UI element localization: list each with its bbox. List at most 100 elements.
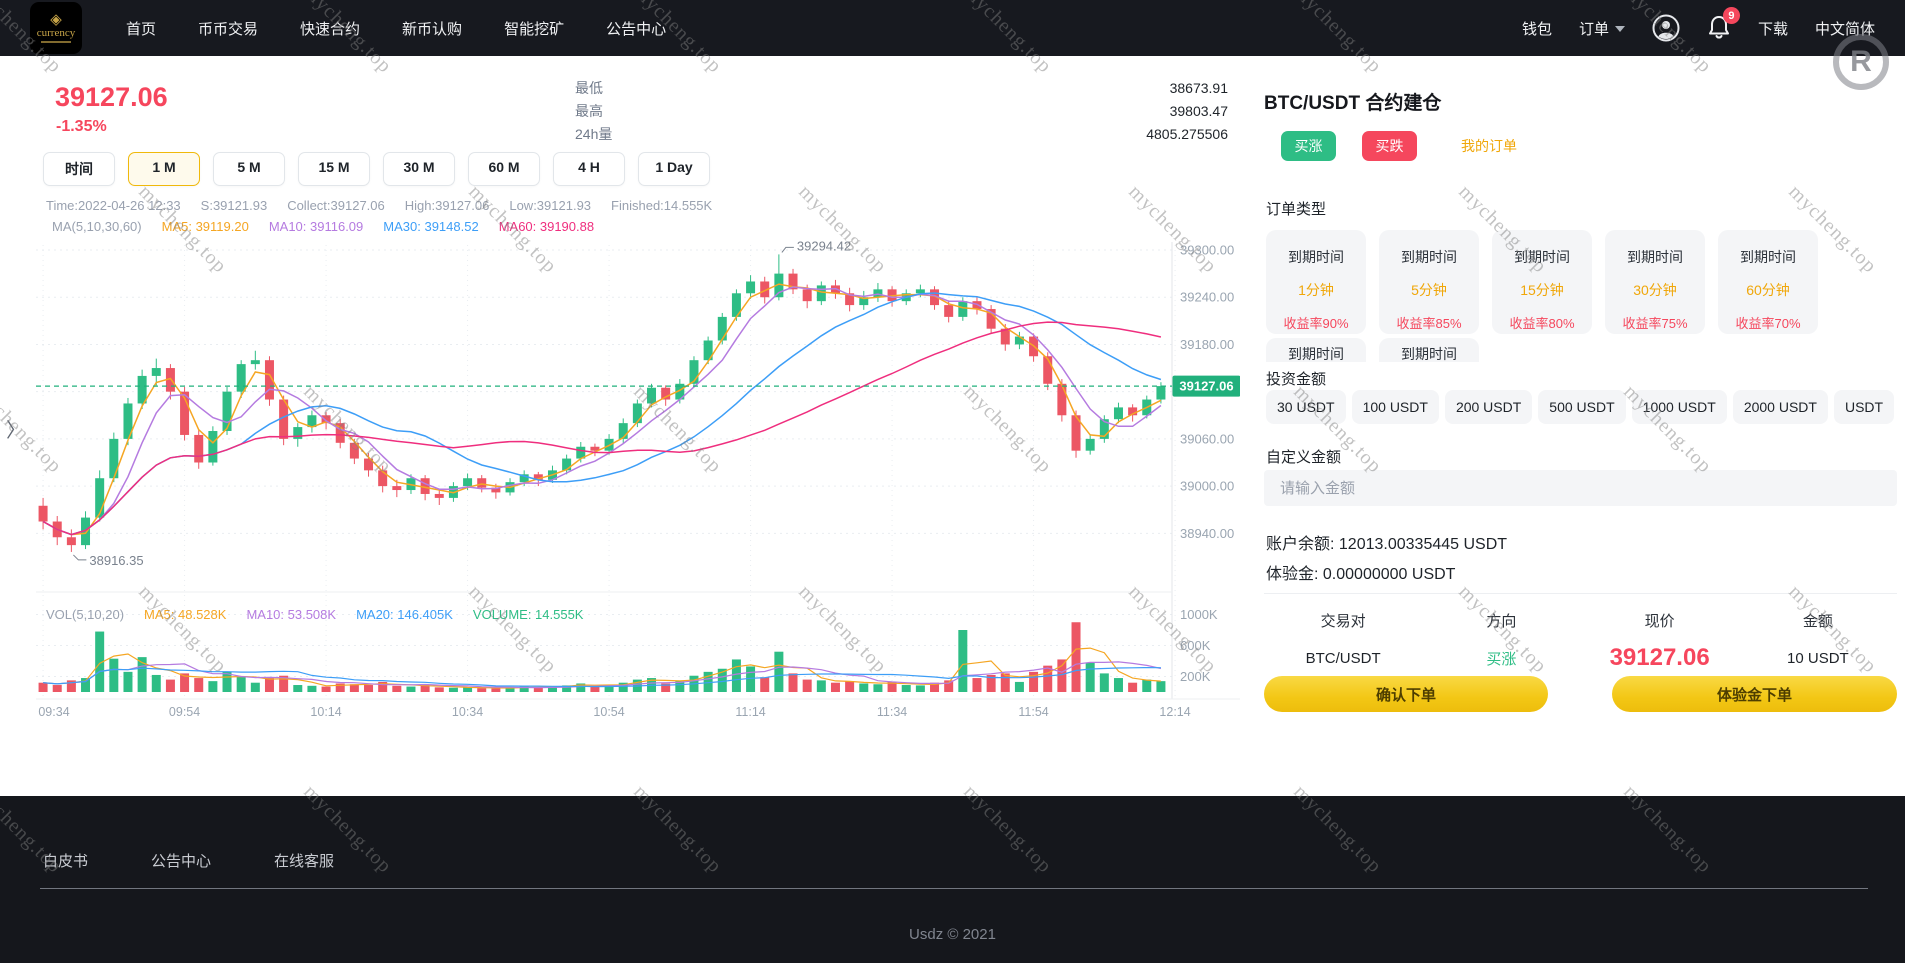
svg-text:12:14: 12:14: [1159, 705, 1190, 719]
amount-chip-1[interactable]: 30 USDT: [1266, 390, 1346, 424]
svg-text:38940.00: 38940.00: [1180, 526, 1234, 541]
card-duration: 5分钟: [1411, 282, 1447, 298]
card-duration: 60分钟: [1746, 282, 1790, 298]
nav-item-5[interactable]: 智能挖矿: [504, 20, 565, 38]
candlestick-chart[interactable]: 09:34 09:54 10:14 10:34 10:54 11:14 11:34 11:54…: [36, 237, 1241, 729]
order-type-card-4[interactable]: 到期时间 30分钟 收益率75%: [1605, 230, 1705, 334]
amount-chip-2[interactable]: 100 USDT: [1351, 390, 1439, 424]
low-annotation: 38916.35: [73, 553, 144, 568]
card-duration: 1分钟: [1298, 282, 1334, 298]
summary-direction: 买涨: [1486, 650, 1517, 668]
order-type-card-partial-1[interactable]: 到期时间: [1266, 338, 1366, 362]
footer: 白皮书 公告中心 在线客服 Usdz © 2021: [0, 796, 1905, 963]
svg-text:10:54: 10:54: [593, 705, 624, 719]
order-type-card-partial-2[interactable]: 到期时间: [1379, 338, 1479, 362]
card-rate: 收益率70%: [1735, 316, 1801, 331]
nav-wallet[interactable]: 钱包: [1521, 20, 1552, 38]
summary-header-amount: 金额: [1802, 613, 1833, 630]
panel-divider: [1264, 593, 1897, 594]
order-summary: 交易对 方向 现价 金额 BTC/USDT 买涨 39127.06 10 USD…: [1264, 610, 1897, 672]
sidebar-expand-chevron[interactable]: 〉: [6, 420, 26, 442]
svg-text:09:54: 09:54: [169, 705, 200, 719]
stat-low: 最低 38673.91: [575, 79, 1228, 96]
brand-tagline: [41, 41, 71, 43]
card-expiry-label: 到期时间: [1288, 249, 1344, 265]
svg-text:39300.00: 39300.00: [1180, 243, 1234, 258]
svg-text:1000K: 1000K: [1180, 607, 1218, 622]
confirm-order-button[interactable]: 确认下单: [1264, 676, 1548, 712]
footer-link-3[interactable]: 在线客服: [274, 853, 335, 870]
interval-button-30m[interactable]: 30 M: [383, 152, 455, 186]
nav-orders-dropdown[interactable]: 订单: [1579, 18, 1625, 39]
invest-amount-label: 投资金额: [1266, 371, 1327, 388]
order-type-card-2[interactable]: 到期时间 5分钟 收益率85%: [1379, 230, 1479, 334]
interval-button-5m[interactable]: 5 M: [213, 152, 285, 186]
ma5-value: MA5: 39119.20: [161, 219, 249, 234]
interval-button-60m[interactable]: 60 M: [468, 152, 540, 186]
interval-button-15m[interactable]: 15 M: [298, 152, 370, 186]
nav-item-3[interactable]: 快速合约: [300, 20, 361, 38]
svg-text:200K: 200K: [1180, 669, 1211, 684]
amount-chip-6[interactable]: 2000 USDT: [1732, 390, 1828, 424]
trial-order-button[interactable]: 体验金下单: [1612, 676, 1897, 712]
buy-down-button[interactable]: 买跌: [1362, 131, 1417, 161]
nav-item-1[interactable]: 首页: [126, 20, 157, 38]
card-expiry-label: 到期时间: [1740, 249, 1796, 265]
nav-download[interactable]: 下载: [1757, 20, 1788, 38]
svg-text:11:54: 11:54: [1018, 705, 1048, 719]
amount-chip-7[interactable]: USDT: [1833, 390, 1895, 424]
card-rate: 收益率90%: [1283, 316, 1349, 331]
nav-item-4[interactable]: 新币认购: [402, 20, 463, 38]
interval-button-1m[interactable]: 1 M: [128, 152, 200, 186]
ma-info-line: MA(5,10,30,60) MA5: 39119.20 MA10: 39116…: [52, 219, 594, 234]
summary-price: 39127.06: [1609, 644, 1710, 671]
svg-text:11:14: 11:14: [735, 705, 765, 719]
order-type-card-1[interactable]: 到期时间 1分钟收益率90%: [1266, 230, 1366, 334]
account-balance: 账户余额: 12013.00335445 USDT: [1266, 536, 1508, 553]
interval-button-时间[interactable]: 时间: [43, 152, 115, 186]
buy-up-button[interactable]: 买涨: [1281, 131, 1336, 161]
card-rate: 收益率75%: [1622, 316, 1688, 331]
nav-language[interactable]: 中文简体: [1814, 20, 1875, 38]
svg-text:10:14: 10:14: [310, 705, 341, 719]
footer-link-1[interactable]: 白皮书: [43, 853, 89, 870]
footer-link-2[interactable]: 公告中心: [151, 853, 212, 870]
interval-toolbar: 时间 1 M 5 M 15 M 30 M 60 M 4 H 1 Day: [43, 152, 710, 186]
amount-chip-4[interactable]: 500 USDT: [1538, 390, 1626, 424]
card-expiry-label: 到期时间: [1627, 249, 1683, 265]
chevron-down-icon: [1614, 26, 1625, 32]
footer-links: 白皮书 公告中心 在线客服: [43, 850, 334, 871]
svg-text:09:34: 09:34: [38, 705, 69, 719]
amount-input[interactable]: [1264, 470, 1897, 506]
card-expiry-label: 到期时间: [1514, 249, 1570, 265]
amount-chip-3[interactable]: 200 USDT: [1444, 390, 1533, 424]
ma10-value: MA10: 39116.09: [268, 219, 364, 234]
interval-button-4h[interactable]: 4 H: [553, 152, 625, 186]
footer-divider: [40, 888, 1868, 889]
amount-chip-5[interactable]: 1000 USDT: [1631, 390, 1727, 424]
order-type-card-3[interactable]: 到期时间 15分钟 收益率80%: [1492, 230, 1592, 334]
nav-right: 钱包 订单 9 下载 中文简体: [1521, 7, 1875, 42]
svg-text:600K: 600K: [1180, 638, 1211, 653]
brand-logo[interactable]: ◈ currency: [30, 2, 82, 54]
order-type-card-5[interactable]: 到期时间 60分钟收益率70%: [1718, 230, 1818, 334]
account-button[interactable]: [1652, 14, 1680, 42]
nav-item-2[interactable]: 币币交易: [198, 20, 259, 38]
summary-header-pair: 交易对: [1320, 613, 1366, 630]
info-time: Time:2022-04-26 12:33: [46, 198, 181, 213]
ohlc-info-line: Time:2022-04-26 12:33 S:39121.93 Collect…: [46, 198, 712, 213]
panel-title: BTC/USDT 合约建仓: [1264, 93, 1442, 114]
info-collect: Collect:39127.06: [287, 198, 385, 213]
order-type-cards: 到期时间 1分钟收益率90% 到期时间 5分钟 收益率85% 到期时间 15分钟 收益率80%…: [1266, 230, 1818, 334]
nav-menu: 首页 币币交易 快速合约 新币认购 智能挖矿 公告中心: [126, 18, 666, 39]
current-price: 39127.06: [55, 82, 168, 112]
nav-item-6[interactable]: 公告中心: [606, 20, 667, 38]
registered-trademark-badge[interactable]: R: [1833, 34, 1889, 90]
notifications-button[interactable]: 9: [1707, 7, 1740, 41]
svg-text:39294.42: 39294.42: [797, 238, 851, 253]
my-orders-link[interactable]: 我的订单: [1461, 138, 1517, 154]
vol-ma10: MA10: 53.508K: [246, 607, 337, 622]
interval-button-1day[interactable]: 1 Day: [638, 152, 710, 186]
vol-ma5: MA5: 48.528K: [144, 607, 227, 622]
vol-current: VOLUME: 14.555K: [472, 607, 584, 622]
